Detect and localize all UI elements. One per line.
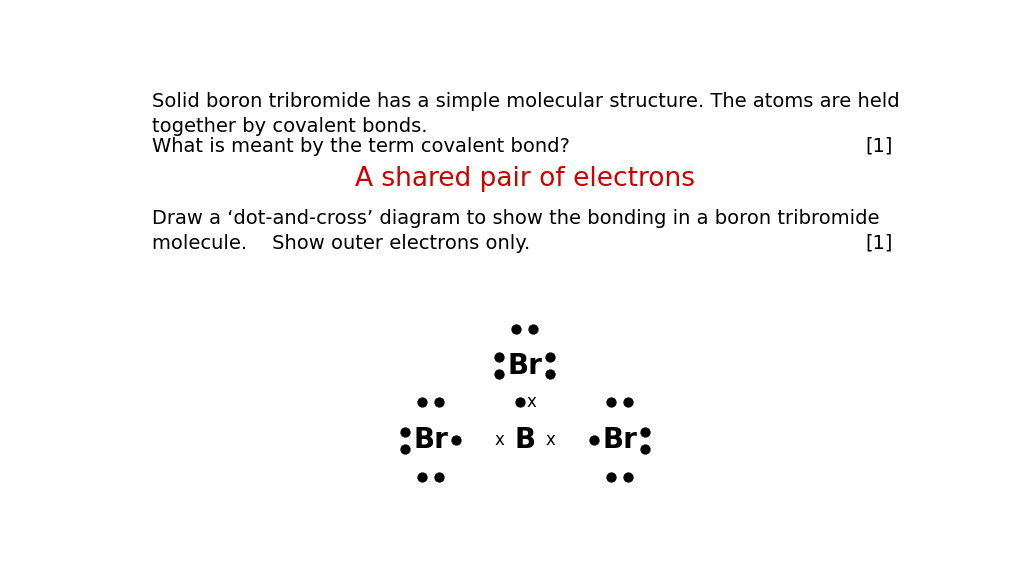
Point (508, 324, 524, 334)
Text: [1]: [1] (865, 234, 893, 253)
Text: [1]: [1] (865, 137, 893, 156)
Text: Br: Br (507, 351, 543, 380)
Text: x: x (526, 393, 537, 411)
Text: Solid boron tribromide has a simple molecular structure. The atoms are held: Solid boron tribromide has a simple mole… (153, 92, 900, 111)
Text: Br: Br (602, 426, 637, 454)
Point (603, 397, 620, 407)
Point (414, 473, 430, 482)
Point (637, 444, 653, 453)
Text: together by covalent bonds.: together by covalent bonds. (153, 117, 428, 136)
Text: Draw a ‘dot-and-cross’ diagram to show the bonding in a boron tribromide: Draw a ‘dot-and-cross’ diagram to show t… (153, 209, 880, 228)
Point (542, 369, 558, 378)
Point (492, 369, 508, 378)
Text: What is meant by the term covalent bond?: What is meant by the term covalent bond? (153, 137, 570, 156)
Text: Br: Br (414, 426, 449, 454)
Text: B: B (514, 426, 536, 454)
Point (542, 353, 558, 362)
Text: x: x (545, 431, 555, 449)
Point (637, 427, 653, 437)
Text: x: x (495, 431, 505, 449)
Point (603, 473, 620, 482)
Point (586, 435, 602, 445)
Text: molecule.    Show outer electrons only.: molecule. Show outer electrons only. (153, 234, 530, 253)
Point (525, 324, 542, 334)
Point (492, 353, 508, 362)
Point (414, 397, 430, 407)
Point (397, 427, 414, 437)
Point (512, 397, 528, 407)
Point (620, 473, 636, 482)
Point (431, 397, 447, 407)
Point (620, 397, 636, 407)
Point (397, 444, 414, 453)
Point (431, 473, 447, 482)
Point (449, 435, 465, 445)
Text: A shared pair of electrons: A shared pair of electrons (354, 166, 695, 192)
